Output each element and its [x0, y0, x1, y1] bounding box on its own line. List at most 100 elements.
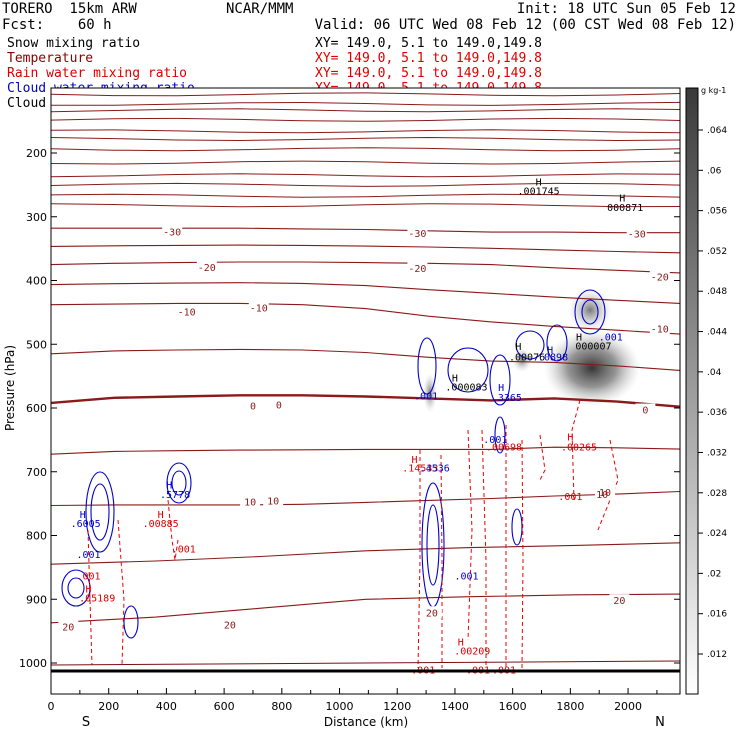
colorbar-tick-label: .056: [707, 207, 727, 217]
valid-time: Valid: 06 UTC Wed 08 Feb 12 (00 CST Wed …: [315, 17, 736, 33]
maximum-label: .001: [599, 333, 623, 344]
temperature-contour: [51, 348, 680, 371]
rain-contour: [521, 439, 524, 669]
maximum-label: .001: [558, 492, 582, 503]
label-mask: [176, 305, 197, 318]
temperature-contour: [51, 129, 680, 134]
y-tick-label: 300: [26, 211, 47, 224]
isotherm-label: -20: [198, 263, 216, 274]
isotherm-label: 20: [62, 622, 74, 633]
temperature-contour: [51, 173, 680, 178]
maximum-label: H: [412, 455, 418, 466]
x-axis-ticks: 0 200 400 600 800 1000 1200 1400 1600 1800 2000: [48, 688, 658, 713]
isotherm-label: -10: [651, 325, 669, 336]
x-tick-label: 1000: [326, 700, 354, 713]
y-tick-label: 200: [26, 147, 47, 160]
rain-contour: [440, 454, 443, 668]
x-tick-label: 1200: [383, 700, 411, 713]
label-mask: [263, 494, 284, 507]
maximum-label: H: [576, 333, 582, 344]
label-mask: [219, 618, 240, 631]
snow-shading: [423, 288, 640, 413]
colorbar-ticks: .012 .016 .02 .024 .028 .032 .036 .04 .044 .048 .0…: [698, 126, 727, 660]
temperature-contour: [51, 108, 680, 113]
cloud-water-cell: [489, 354, 511, 406]
cloud-water-cell: [574, 289, 606, 335]
label-mask: [162, 225, 183, 238]
colorbar-unit: g kg-1: [701, 86, 726, 95]
colorbar-tick-label: .052: [707, 247, 727, 257]
maximum-label: H: [166, 481, 172, 492]
x-tick-label: 800: [271, 700, 292, 713]
snow-mid: [512, 348, 532, 372]
field-extent: XY= 149.0, 5.1 to 149.0,149.8: [315, 36, 542, 51]
colorbar-tick-label: .064: [707, 126, 727, 136]
maximum-label: 000007: [575, 342, 611, 353]
y-tick-label: 700: [26, 466, 47, 479]
y-tick-label: 1000: [19, 657, 47, 670]
init-time: Init: 18 UTC Sun 05 Feb 12: [517, 1, 736, 17]
center-title: NCAR/MMM: [226, 1, 293, 17]
cloud-water-cell: [171, 470, 187, 496]
maximum-label: .00209: [454, 646, 490, 657]
maximum-label: .001: [76, 572, 100, 583]
isotherm-label: 0: [642, 406, 648, 417]
maximum-label: H: [158, 510, 164, 521]
colorbar: [685, 87, 699, 695]
south-end-label: S: [82, 715, 90, 730]
label-mask: [248, 301, 269, 314]
temperature-contour: [51, 593, 680, 624]
maximum-label: .00885: [143, 519, 179, 530]
maximum-label: .00076: [509, 352, 545, 363]
isotherm-label: -10: [178, 307, 196, 318]
contour-labels: -30 -30 -30 -20 -20 -20 -10 -10 -10 0 0 0 10 10 10 20 20…: [58, 225, 670, 633]
field-name: Temperature: [7, 51, 93, 66]
rain-contour: [417, 450, 421, 669]
isotherm-label: 20: [224, 620, 236, 631]
model-title: TORERO 15km ARW: [2, 1, 137, 17]
rain-contour: [117, 519, 125, 666]
maximum-label: .05189: [79, 593, 115, 604]
rain-contour: [571, 399, 581, 501]
isotherm-label: -10: [250, 304, 268, 315]
cloud-water-cell: [546, 324, 568, 362]
maximum-label: H: [85, 584, 91, 595]
maximum-label: H: [452, 373, 458, 384]
cloud-water-cell: [581, 299, 599, 325]
temperature-contour: [51, 160, 680, 165]
isotherm-label: -20: [651, 272, 669, 283]
temperature-contour: [51, 136, 680, 142]
colorbar-tick-label: .012: [707, 650, 727, 660]
colorbar-tick-label: .016: [707, 610, 727, 620]
temperature-contour: [51, 101, 680, 106]
temperature-contour: [51, 182, 680, 187]
temperature-contour: [51, 193, 680, 198]
maximum-label: .0898: [538, 352, 568, 363]
isotherm-label: 20: [613, 596, 625, 607]
maximum-label: H: [515, 342, 521, 353]
temperature-contour: [51, 302, 680, 335]
label-mask: [242, 399, 263, 412]
cloud-water-cell: [511, 508, 523, 546]
x-tick-label: 1400: [441, 700, 469, 713]
temperature-contour: [51, 203, 680, 208]
cloud-water-cell: [515, 330, 545, 360]
maximum-label: H: [80, 510, 86, 521]
temperature-contour: [51, 147, 680, 152]
snow-core: [544, 330, 640, 406]
x-tick-label: 0: [48, 700, 55, 713]
maximum-label: .001: [454, 572, 478, 583]
temperature-contour: [51, 117, 680, 122]
temperature-contour: [51, 542, 680, 565]
maximum-label: H: [498, 383, 504, 394]
y-axis-label: Pressure (hPa): [3, 345, 17, 431]
maximum-label: H: [458, 637, 464, 648]
label-mask: [407, 226, 428, 239]
maximum-label: H: [547, 345, 553, 356]
maximum-label: .00265: [561, 442, 597, 453]
label-mask: [407, 262, 428, 275]
isotherm-label: -30: [408, 229, 426, 240]
field-name: Rain water mixing ratio: [7, 66, 187, 81]
maximum-label: .001: [414, 391, 438, 402]
